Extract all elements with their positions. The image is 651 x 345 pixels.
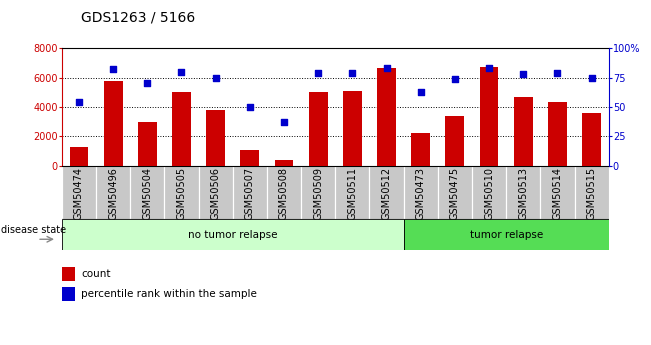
FancyBboxPatch shape [404, 166, 437, 219]
Text: no tumor relapse: no tumor relapse [188, 230, 277, 239]
FancyBboxPatch shape [335, 166, 370, 219]
Text: GSM50504: GSM50504 [143, 167, 152, 220]
Point [279, 119, 289, 125]
Point [176, 69, 187, 75]
Bar [309, 92, 327, 166]
FancyBboxPatch shape [130, 166, 164, 219]
FancyBboxPatch shape [540, 166, 575, 219]
Text: GSM50514: GSM50514 [553, 167, 562, 220]
Bar [172, 92, 191, 166]
Text: GSM50496: GSM50496 [108, 167, 118, 220]
FancyBboxPatch shape [62, 166, 96, 219]
Point [74, 99, 84, 105]
Bar [62, 287, 75, 301]
FancyBboxPatch shape [472, 166, 506, 219]
Point [518, 71, 529, 77]
Bar [206, 110, 225, 166]
Point [587, 75, 597, 80]
Point [142, 81, 152, 86]
Point [552, 70, 562, 76]
Text: GSM50507: GSM50507 [245, 167, 255, 220]
Point [313, 70, 324, 76]
Bar [377, 68, 396, 166]
Text: GSM50474: GSM50474 [74, 167, 84, 220]
Point [381, 66, 392, 71]
Point [484, 66, 494, 71]
Text: GDS1263 / 5166: GDS1263 / 5166 [81, 10, 195, 24]
Point [210, 75, 221, 80]
Point [450, 76, 460, 81]
FancyBboxPatch shape [404, 219, 609, 250]
Text: GSM50473: GSM50473 [416, 167, 426, 220]
FancyBboxPatch shape [267, 166, 301, 219]
FancyBboxPatch shape [301, 166, 335, 219]
Bar [70, 147, 89, 166]
Text: GSM50508: GSM50508 [279, 167, 289, 220]
Bar [514, 97, 533, 166]
Bar [582, 113, 601, 166]
Text: GSM50475: GSM50475 [450, 167, 460, 220]
Bar [104, 81, 122, 166]
Point [245, 104, 255, 110]
Text: count: count [81, 269, 111, 279]
FancyBboxPatch shape [164, 166, 199, 219]
Text: GSM50515: GSM50515 [587, 167, 596, 220]
FancyBboxPatch shape [437, 166, 472, 219]
Bar [138, 122, 157, 166]
Bar [240, 150, 259, 166]
Point [108, 67, 118, 72]
FancyBboxPatch shape [199, 166, 233, 219]
Bar [275, 160, 294, 166]
Point [415, 89, 426, 95]
FancyBboxPatch shape [506, 166, 540, 219]
FancyBboxPatch shape [62, 219, 404, 250]
Point [347, 70, 357, 76]
FancyBboxPatch shape [575, 166, 609, 219]
Bar [62, 267, 75, 281]
FancyBboxPatch shape [96, 166, 130, 219]
FancyBboxPatch shape [233, 166, 267, 219]
Text: tumor relapse: tumor relapse [469, 230, 543, 239]
Bar [548, 102, 567, 166]
Text: percentile rank within the sample: percentile rank within the sample [81, 289, 257, 299]
Text: GSM50506: GSM50506 [211, 167, 221, 220]
Bar [445, 116, 464, 166]
FancyBboxPatch shape [370, 166, 404, 219]
Text: GSM50512: GSM50512 [381, 167, 391, 220]
Bar [343, 91, 362, 166]
Text: GSM50510: GSM50510 [484, 167, 494, 220]
Bar [480, 67, 499, 166]
Text: GSM50505: GSM50505 [176, 167, 186, 220]
Text: disease state: disease state [1, 225, 66, 235]
Text: GSM50513: GSM50513 [518, 167, 528, 220]
Bar [411, 133, 430, 166]
Text: GSM50511: GSM50511 [348, 167, 357, 220]
Text: GSM50509: GSM50509 [313, 167, 323, 220]
